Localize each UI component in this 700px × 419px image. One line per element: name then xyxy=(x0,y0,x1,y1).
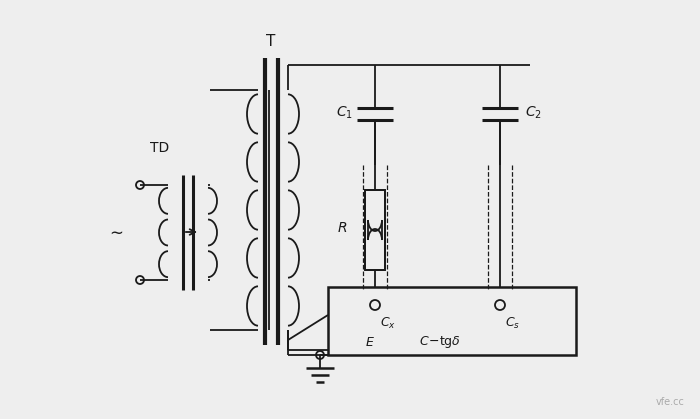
Text: T: T xyxy=(266,34,276,49)
Bar xyxy=(365,190,385,270)
Text: vfe.cc: vfe.cc xyxy=(656,397,685,407)
Bar xyxy=(328,287,576,355)
Text: $\sim$: $\sim$ xyxy=(106,223,124,241)
Text: $C_2$: $C_2$ xyxy=(525,105,542,121)
Text: $E$: $E$ xyxy=(365,336,375,349)
Text: $C\!-\!\mathrm{tg}\delta$: $C\!-\!\mathrm{tg}\delta$ xyxy=(419,334,461,350)
Text: $C_1$: $C_1$ xyxy=(336,105,353,121)
Text: $R$: $R$ xyxy=(337,221,347,235)
Text: $C_x$: $C_x$ xyxy=(380,316,396,331)
Text: $C_s$: $C_s$ xyxy=(505,316,520,331)
Bar xyxy=(365,190,385,270)
Text: TD: TD xyxy=(150,141,169,155)
